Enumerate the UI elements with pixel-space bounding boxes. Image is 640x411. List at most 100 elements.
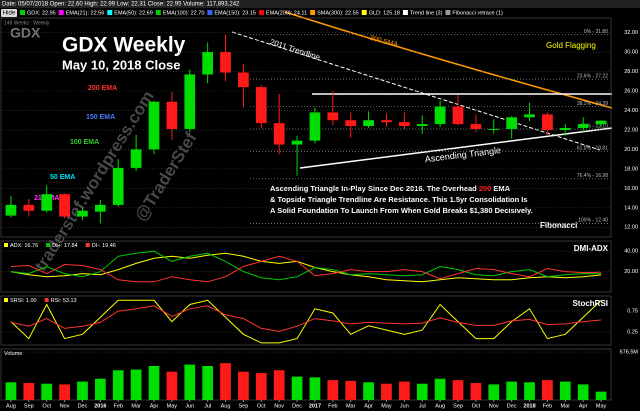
legend-label: EMA(200): 24.11 [266,10,307,16]
series-line [10,305,602,332]
fib-title: Fibonacci [540,221,577,230]
chart-subtitle: May 10, 2018 Close [62,57,181,72]
candle-body [291,140,303,145]
volume-bar [184,364,196,400]
candle-body [184,74,196,129]
candle-body [23,204,35,211]
x-tick-label: Dec [292,403,302,409]
volume-bar [434,378,446,400]
legend-swatch [361,10,367,15]
candle-body [363,120,374,127]
fib-label: 76.4% - 16.98 [577,173,608,179]
candle-body [238,72,249,88]
volume-bar [595,391,607,400]
y-tick-label: 12.00 [624,225,638,231]
y-tick-label: 14.00 [624,205,638,211]
y-tick-label: 28.00 [624,69,638,75]
volume-bar [398,381,410,400]
candle-body [577,124,589,128]
triangle-line [299,127,613,169]
fib-label: 0% - 31.80 [584,29,608,35]
fib-label: 50% - 22.10 [581,123,608,129]
legend-swatch [107,10,113,15]
x-tick-label: Dec [507,403,517,409]
candle-body [416,124,428,127]
volume-bar [363,382,374,400]
x-tick-label: Jun [185,403,194,409]
legend-label: EMA(150): 23.15 [214,10,256,16]
legend-label: SRSI: 1.00 [10,298,37,304]
candle-body [595,120,607,125]
candle-body [452,106,464,125]
legend-swatch [402,10,408,15]
fib-label: 38.2% - 24.39 [577,101,608,107]
ema-label: 50 EMA [50,174,75,181]
volume-bar [220,363,231,400]
x-tick-label: Aug [435,403,445,409]
candle-body [488,128,500,130]
legend-label: SMA(300): 22.55 [317,10,359,16]
legend-label: DI-: 19.46 [92,243,116,249]
x-tick-label: Sep [239,403,249,409]
volume-bar [112,370,124,400]
series-line [10,255,602,283]
info-text: Date: 05/07/2018 Open: 22.60 High: 22.99… [2,2,240,8]
legend-label: EMA(100): 22.70 [163,10,205,16]
y-tick-label: 676.5M [620,350,639,356]
x-tick-label: 2017 [309,403,321,409]
volume-bar [41,383,53,400]
y-tick-label: 16.00 [624,186,638,192]
ema-label: 100 EMA [70,139,99,146]
volume-bar [381,383,392,400]
legend-label: EMA(50): 22.69 [114,10,153,16]
candle-body [381,120,392,123]
legend-swatch [46,243,51,247]
x-tick-label: Apr [150,403,159,409]
y-tick-label: 32.00 [624,30,638,36]
x-tick-label: Feb [113,403,122,409]
panel-frame [0,295,612,346]
panel-frame [0,240,612,293]
legend-swatch [445,10,451,15]
legend-label: DI+: 17.84 [52,243,78,249]
legend-swatch [155,10,161,15]
legend-label: GLD: 125.18 [369,10,400,16]
fib-label: 23.6% - 27.22 [577,73,608,79]
x-tick-label: May [596,403,607,409]
note-line: A Solid Foundation To Launch From When G… [270,206,533,215]
x-tick-label: Dec [78,403,88,409]
candle-body [434,106,446,125]
note-line: Ascending Triangle In-Play Since Dec 201… [270,184,511,193]
candle-body [559,127,571,130]
legend-swatch [44,298,49,302]
hide-button[interactable] [1,9,17,17]
legend-swatch [310,10,316,15]
legend-swatch [20,10,25,15]
hide-label[interactable]: Hide [3,11,16,17]
volume-bar [23,383,35,400]
legend-label: GDX: 22.95 [27,10,56,16]
candle-body [542,114,553,130]
candle-body [327,112,339,121]
x-tick-label: Nov [274,403,284,409]
volume-bar [506,381,518,400]
x-tick-label: Aug [6,403,16,409]
y-tick-label: 20.00 [624,269,638,275]
candle-body [255,87,267,124]
candle-body [148,101,160,150]
ema-label: 200 EMA [88,85,117,92]
legend-swatch [85,243,90,247]
volume-bar [255,373,267,400]
panel-title: StochRSI [572,299,608,308]
volume-bar [94,378,106,400]
volume-bar [238,371,249,400]
volume-bar [202,366,214,400]
volume-bar [148,366,160,400]
x-tick-label: Feb [543,403,552,409]
y-tick-label: 40.00 [624,249,638,255]
note-line: & Topside Triangle Trendline Are Resista… [270,195,528,204]
volume-bar [273,370,285,400]
legend-label: EMA(21): 22.56 [66,10,105,16]
x-tick-label: Apr [579,403,588,409]
